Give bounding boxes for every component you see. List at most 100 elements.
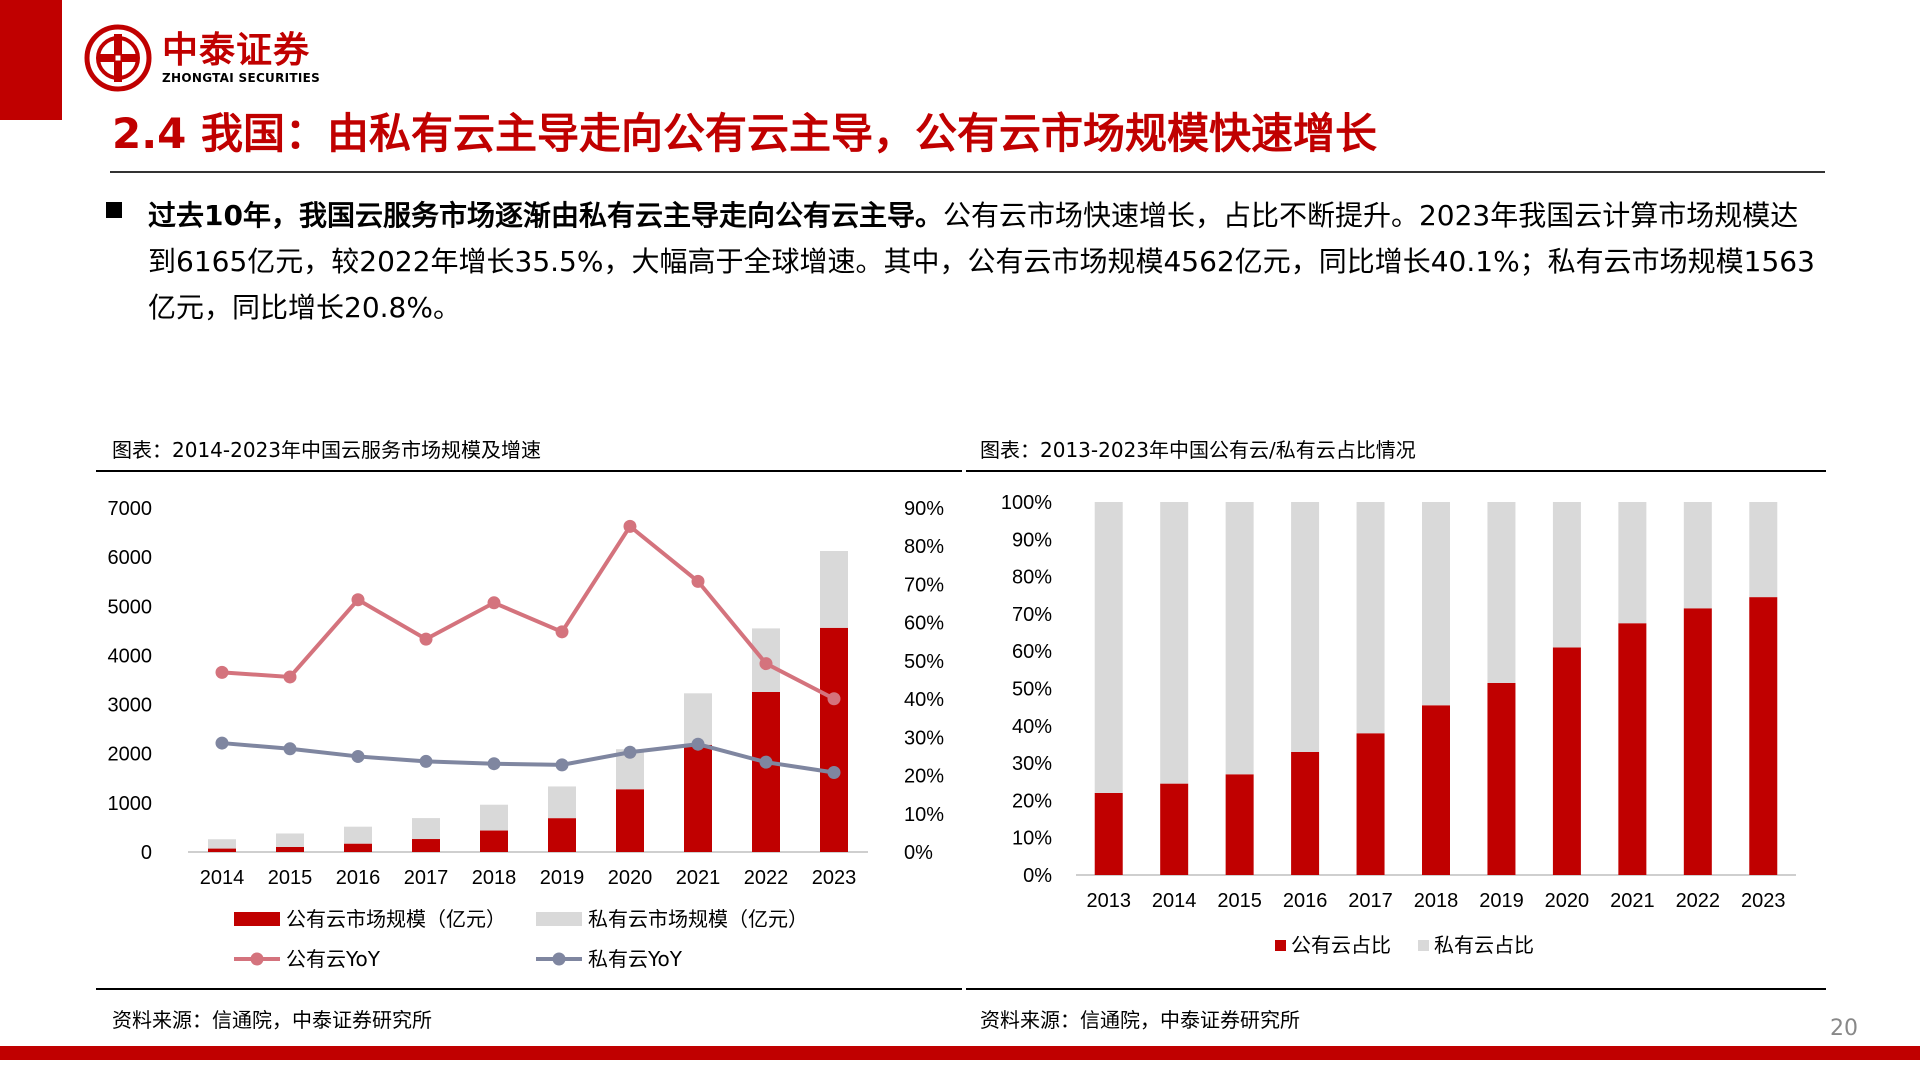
summary-bullet: 过去10年，我国云服务市场逐渐由私有云主导走向公有云主导。公有云市场快速增长，占…: [106, 193, 1818, 331]
bar-segment: [1160, 783, 1189, 875]
bar-segment: [684, 744, 712, 852]
bar-segment: [412, 839, 440, 852]
yoy-line: [221, 741, 835, 775]
y-left-tick-label: 4000: [108, 645, 153, 667]
bar-segment: [1552, 502, 1581, 648]
yoy-point: [827, 765, 841, 779]
left-chart-title: 图表：2014-2023年中国云服务市场规模及增速: [112, 438, 542, 462]
y-left-tick-label: 5000: [108, 596, 153, 618]
y-right-tick-label: 50%: [904, 651, 944, 673]
yoy-point: [351, 593, 365, 607]
bar-segment: [344, 843, 372, 852]
bar-segment: [1487, 682, 1516, 875]
x-tick-label: 2014: [1152, 890, 1197, 912]
yoy-point: [215, 736, 229, 750]
yoy-point: [487, 596, 501, 610]
yoy-point: [623, 519, 637, 533]
legend-label: 私有云YoY: [588, 947, 683, 971]
bar-segment: [1356, 733, 1385, 875]
bar-segment: [1618, 623, 1647, 875]
summary-text: 过去10年，我国云服务市场逐渐由私有云主导走向公有云主导。公有云市场快速增长，占…: [148, 193, 1818, 331]
x-tick-label: 2013: [1086, 890, 1131, 912]
yoy-point: [419, 754, 433, 768]
bar-segment: [1422, 502, 1450, 706]
y-left-tick-label: 7000: [108, 498, 153, 520]
x-tick-label: 2015: [268, 867, 313, 889]
summary-rest: 公有云市场快速增长，占比不断提升。2023年我国云计算市场规模达到6165亿元，…: [148, 199, 1815, 324]
bar-segment: [1683, 608, 1712, 875]
y-right-tick-label: 80%: [904, 536, 944, 558]
bar-segment: [276, 846, 304, 852]
y-right-tick-label: 90%: [904, 498, 944, 520]
yoy-line: [221, 523, 835, 701]
bar-segment: [1618, 502, 1647, 624]
legend-label: 公有云占比: [1291, 933, 1391, 957]
yoy-point: [827, 692, 841, 706]
x-tick-label: 2023: [812, 867, 857, 889]
bar-segment: [1749, 597, 1778, 875]
left-chart-top-rule: [96, 470, 962, 472]
company-logo: 中泰证券 ZHONGTAI SECURITIES: [84, 24, 320, 92]
bar-segment: [1094, 792, 1123, 875]
legend-swatch: [1275, 940, 1286, 951]
bar-segment: [276, 833, 304, 847]
x-tick-label: 2021: [676, 867, 721, 889]
y-right-tick-label: 30%: [904, 727, 944, 749]
summary-bold-lead: 过去10年，我国云服务市场逐渐由私有云主导走向公有云主导。: [148, 199, 943, 232]
bar-segment: [1160, 502, 1189, 784]
left-source-note: 资料来源：信通院，中泰证券研究所: [112, 1008, 432, 1032]
yoy-point: [215, 665, 229, 679]
x-tick-label: 2018: [1414, 890, 1459, 912]
y-right-tick-label: 40%: [904, 689, 944, 711]
bar-segment: [684, 693, 712, 745]
y-tick-label: 90%: [1012, 529, 1052, 551]
page-number: 20: [1830, 1016, 1858, 1041]
legend-label: 私有云占比: [1434, 933, 1534, 957]
legend-marker: [552, 952, 566, 966]
y-left-tick-label: 6000: [108, 547, 153, 569]
legend-marker: [250, 952, 264, 966]
legend-label: 公有云市场规模（亿元）: [286, 907, 506, 931]
yoy-point: [487, 757, 501, 771]
yoy-point: [555, 625, 569, 639]
bar-segment: [820, 627, 848, 852]
x-tick-label: 2022: [1676, 890, 1721, 912]
bar-segment: [1291, 502, 1320, 752]
y-tick-label: 80%: [1012, 567, 1052, 589]
y-tick-label: 0%: [1023, 865, 1052, 887]
legend-swatch: [1418, 940, 1429, 951]
y-tick-label: 30%: [1012, 753, 1052, 775]
bar-segment: [1683, 502, 1712, 609]
x-tick-label: 2016: [336, 867, 381, 889]
y-right-tick-label: 20%: [904, 766, 944, 788]
bar-segment: [412, 818, 440, 840]
x-tick-label: 2019: [540, 867, 585, 889]
x-tick-label: 2017: [404, 867, 449, 889]
logo-mark-icon: [84, 24, 152, 92]
bar-segment: [1225, 502, 1254, 775]
x-tick-label: 2016: [1283, 890, 1328, 912]
x-tick-label: 2020: [1545, 890, 1590, 912]
y-tick-label: 70%: [1012, 604, 1052, 626]
bar-segment: [1487, 502, 1516, 683]
market-size-chart: 0 1000 2000 3000 4000 5000 6000 7000 0% 10% 20% 30%…: [108, 498, 945, 971]
yoy-point: [691, 737, 705, 751]
yoy-point: [419, 632, 433, 646]
y-left-tick-label: 2000: [108, 744, 153, 766]
bar-segment: [208, 848, 236, 852]
bar-segment: [1422, 705, 1450, 875]
y-left-tick-label: 3000: [108, 695, 153, 717]
logo-cn-text: 中泰证券: [162, 30, 311, 71]
page-title: 2.4 我国：由私有云主导走向公有云主导，公有云市场规模快速增长: [112, 109, 1378, 158]
bar-segment: [1749, 502, 1778, 598]
y-right-tick-label: 10%: [904, 804, 944, 826]
y-tick-label: 40%: [1012, 716, 1052, 738]
y-tick-label: 20%: [1012, 790, 1052, 812]
y-right-tick-label: 70%: [904, 574, 944, 596]
y-tick-label: 10%: [1012, 828, 1052, 850]
bar-segment: [208, 839, 236, 849]
x-tick-label: 2017: [1348, 890, 1393, 912]
bar-segment: [1552, 647, 1581, 875]
right-chart-bottom-rule: [966, 988, 1826, 990]
legend-label: 私有云市场规模（亿元）: [588, 907, 808, 931]
